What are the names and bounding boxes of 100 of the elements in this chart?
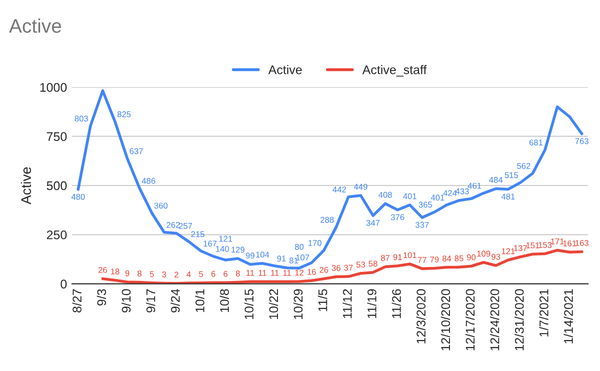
data-label: 80 [295,244,304,250]
data-label: 424 [443,190,457,196]
data-label: 26 [98,266,107,273]
data-label: 637 [130,148,143,154]
data-label: 129 [232,246,244,253]
x-tick-label: 10/22 [268,289,278,319]
x-tick-label: 12/31/2020 [514,289,524,350]
x-tick-label: 10/15 [244,289,254,319]
data-label: 803 [74,116,88,122]
data-label: 433 [455,188,469,194]
data-label: 109 [477,250,490,257]
y-tick-label: 1000 [40,82,67,92]
data-label: 9 [125,270,130,276]
data-label: 81 [289,258,298,264]
data-label: 58 [368,260,378,267]
data-label: 288 [320,216,334,223]
data-label: 84 [442,256,452,262]
x-tick-label: 10/8 [220,289,229,312]
data-label: 107 [296,254,310,260]
x-tick-label: 10/29 [293,289,303,319]
data-label: 481 [501,194,515,200]
data-label: 170 [308,240,322,246]
data-label: 11 [271,270,279,276]
data-label: 11 [246,270,254,276]
x-tick-label: 11/5 [318,289,328,312]
data-label: 681 [529,140,543,146]
data-label: 480 [71,194,85,200]
data-label: 4 [186,271,191,278]
data-label: 360 [154,202,168,209]
data-label: 11 [283,270,291,276]
data-label: 121 [219,236,232,242]
data-label: 763 [575,138,588,144]
data-label: 151 [526,242,540,248]
data-label: 121 [502,248,515,254]
data-label: 167 [204,240,217,247]
data-label: 77 [418,257,426,263]
data-label: 484 [489,176,503,183]
data-label: 171 [550,238,564,244]
data-label: 161 [563,240,576,246]
x-tick-label: 9/3 [96,289,106,306]
data-label: 8 [138,270,142,276]
data-label: 442 [332,186,346,192]
data-label: 12 [295,270,304,276]
data-label: 153 [538,242,552,248]
data-label: 87 [381,254,390,261]
data-label: 337 [416,222,429,228]
data-label: 376 [390,214,404,220]
data-label: 11 [258,270,266,276]
legend-label: Active [268,65,302,74]
data-label: 91 [277,256,286,262]
data-label: 515 [504,172,518,178]
x-tick-label: 9/10 [121,289,131,312]
data-label: 825 [117,111,131,118]
y-tick-label: 500 [46,181,67,190]
data-label: 137 [514,245,527,252]
data-label: 140 [216,246,229,252]
data-label: 262 [166,222,180,228]
data-label: 215 [191,231,204,238]
data-label: 18 [111,268,120,274]
x-tick-label: 9/17 [146,289,156,312]
y-tick-label: 0 [60,280,67,288]
data-label: 401 [403,193,416,200]
x-tick-label: 12/17/2020 [465,289,475,350]
data-label: 2 [174,272,178,278]
data-label: 401 [430,194,444,201]
data-label: 79 [430,256,439,262]
data-label: 93 [492,254,500,260]
x-tick-label: 1/14/2021 [564,289,573,344]
y-tick-label: 750 [46,132,67,141]
y-axis-title: Active [20,167,32,204]
data-label: 90 [467,254,476,260]
y-tick-label: 250 [46,230,67,240]
data-label: 99 [246,252,254,259]
x-tick-label: 11/12 [342,289,352,318]
data-label: 3 [162,272,166,278]
x-tick-label: 12/24/2020 [490,289,500,350]
data-label: 6 [224,270,228,277]
data-label: 5 [199,271,203,278]
data-label: 101 [404,252,416,258]
data-label: 8 [236,270,240,276]
data-label: 486 [142,178,156,184]
data-label: 85 [454,255,464,262]
chart-title: Active [9,18,62,33]
data-label: 6 [211,270,216,277]
data-label: 408 [378,192,392,198]
data-label: 91 [393,254,402,260]
x-tick-label: 8/27 [72,289,82,312]
data-label: 5 [150,271,154,278]
data-label: 257 [178,222,192,229]
x-tick-label: 1/7/2021 [539,289,548,336]
data-label: 163 [576,240,588,246]
data-label: 26 [320,266,328,273]
x-tick-label: 11/19 [367,289,376,318]
data-label: 37 [344,264,353,271]
data-label: 449 [354,184,368,190]
data-label: 562 [517,162,530,169]
data-label: 36 [332,265,340,271]
x-tick-label: 11/26 [392,289,401,318]
x-tick-label: 12/10/2020 [440,289,450,350]
data-label: 104 [256,252,270,258]
